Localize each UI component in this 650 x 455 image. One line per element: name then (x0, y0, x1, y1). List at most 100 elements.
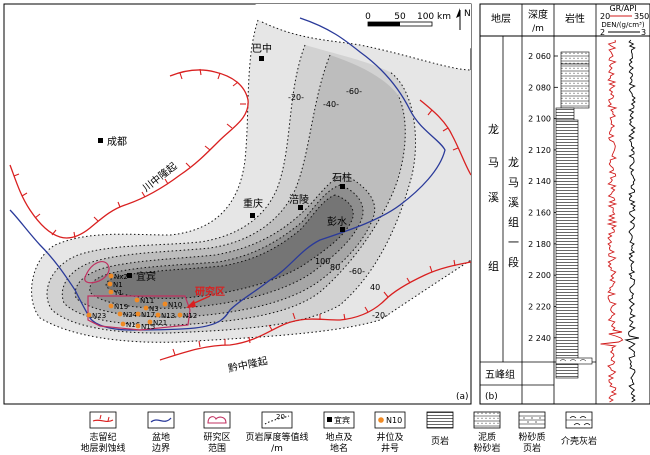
place-markers: 巴中 成都 重庆 涪陵 石柱 彭水 宜宾 (98, 42, 352, 283)
well-marker (143, 305, 149, 311)
depth-label: 2 240 (528, 334, 551, 343)
header-depth-unit: /m (532, 24, 544, 34)
column-panel-label: (b) (485, 392, 498, 402)
study-area-arrowhead (186, 300, 196, 308)
well-label: N10 (168, 301, 182, 309)
well-marker (108, 273, 114, 279)
place-chongqing: 重庆 (243, 197, 263, 210)
member-char-2: 溪 (508, 196, 519, 209)
contour-label: 40 (370, 283, 380, 292)
well-label: N12 (183, 312, 197, 320)
well-label: N1 (113, 281, 123, 289)
place-marker-bazhong (259, 56, 264, 61)
place-marker-shizhu (340, 184, 345, 189)
legend-muddy-label2: 粉砂岩 (473, 442, 500, 454)
well-label: Nx2 (114, 273, 128, 281)
north-label: N (464, 9, 471, 19)
place-yibin: 宜宾 (136, 270, 156, 283)
member-char-1: 马 (508, 176, 519, 189)
legend-item-shell-limestone: 介壳灰岩 (561, 411, 597, 447)
erosion-line-east (419, 99, 471, 176)
contour-label: -20- (372, 311, 388, 320)
contour-label: 100 (315, 257, 330, 266)
erosion-line-north (9, 69, 249, 239)
place-marker-yibin (127, 273, 132, 278)
legend-study-label1: 研究区 (203, 431, 230, 443)
well-label: N3 (149, 305, 159, 313)
well-marker (135, 323, 141, 329)
depth-label: 2 140 (528, 177, 551, 186)
legend-item-basin: 盆地 边界 (147, 411, 175, 454)
den-curve (624, 39, 639, 403)
member-label: 龙 马 溪 组 一 段 (508, 156, 519, 269)
depth-label: 2 200 (528, 271, 551, 280)
place-marker-chengdu (98, 138, 103, 143)
place-marker-pengshui (340, 227, 345, 232)
litho-shell-marks (559, 359, 587, 362)
place-marker-chongqing (250, 213, 255, 218)
contour-label: -60- (346, 87, 362, 96)
header-depth: 深度 (528, 8, 548, 21)
legend-basin-label1: 盆地 (152, 431, 170, 443)
legend-item-muddy-siltstone: 泥质 粉砂岩 (473, 411, 501, 454)
legend-silty-label2: 页岩 (523, 442, 541, 454)
legend-silty-label1: 粉砂质 (518, 431, 545, 443)
place-fuling: 涪陵 (289, 193, 309, 206)
well-marker (135, 311, 141, 317)
well-label: N13 (161, 312, 175, 320)
scale-mid: 50 (394, 12, 406, 22)
legend-item-well: N10 井位及 井号 (374, 411, 406, 454)
formation-char-1: 马 (488, 156, 499, 169)
wufeng-label: 五峰组 (485, 368, 515, 381)
log-den-max: 3 (641, 28, 646, 37)
scale-bar: 0 50 100 km (365, 12, 451, 27)
place-bazhong: 巴中 (252, 42, 272, 55)
legend-item-study: 研究区 范围 (203, 411, 231, 454)
legend-erosion-label2: 地层剥蚀线 (80, 442, 125, 454)
place-chengdu: 成都 (107, 136, 127, 148)
lithology-column (555, 51, 593, 379)
log-gr-title: GR/API (609, 4, 636, 13)
depth-label: 2 120 (528, 146, 551, 155)
litho-base-shale (555, 363, 579, 379)
legend-well-label2: 井号 (381, 442, 399, 454)
log-den-min: 2 (600, 28, 605, 37)
log-gr-max: 350 (634, 12, 649, 21)
well-marker (107, 281, 113, 287)
log-gr-min: 20 (600, 12, 610, 21)
legend: 志留纪 地层剥蚀线 盆地 边界 研究区 范围 20 页岩厚度等值线 /m (80, 411, 597, 454)
legend-erosion-label1: 志留纪 (89, 431, 116, 443)
well-marker (108, 289, 114, 295)
well-marker (108, 303, 114, 309)
depth-label: 2 180 (528, 240, 551, 249)
legend-contour-label2: /m (271, 444, 283, 454)
study-area-label: 研究区 (195, 285, 225, 298)
well-label: N21 (153, 319, 167, 327)
legend-study-label2: 范围 (208, 442, 226, 454)
log-den-title: DEN/(g/cm³) (601, 21, 644, 29)
well-label: Y1 (113, 289, 123, 297)
legend-item-erosion: 志留纪 地层剥蚀线 (80, 411, 126, 454)
formation-char-2: 溪 (488, 191, 499, 204)
shade-band-5 (106, 195, 354, 299)
log-curves (600, 39, 639, 403)
study-area-outline (84, 261, 191, 331)
gr-curve (600, 39, 624, 403)
litho-shell-limestone (555, 357, 593, 365)
north-arrow: N (456, 8, 471, 30)
legend-item-contour: 20 页岩厚度等值线 /m (245, 411, 309, 454)
map-panel: 0 50 100 km N 巴中 成都 重庆 涪陵 石柱 彭水 宜宾 (3, 3, 472, 405)
legend-place-sample: 宜宾 (334, 415, 350, 425)
place-pengshui: 彭水 (327, 215, 347, 228)
legend-contour-sample: 20 (276, 413, 285, 421)
member-char-3: 组 (508, 215, 519, 229)
formation-char-3: 组 (488, 259, 499, 273)
litho-mudstone-silt (560, 63, 590, 109)
header-lithology: 岩性 (565, 12, 585, 25)
erosion-line-south (159, 261, 471, 361)
contour-label: -60- (349, 267, 365, 276)
legend-item-silty-shale: 粉砂质 页岩 (518, 411, 546, 454)
depth-label: 2 100 (528, 115, 551, 124)
legend-shale-label1: 页岩 (431, 435, 449, 447)
